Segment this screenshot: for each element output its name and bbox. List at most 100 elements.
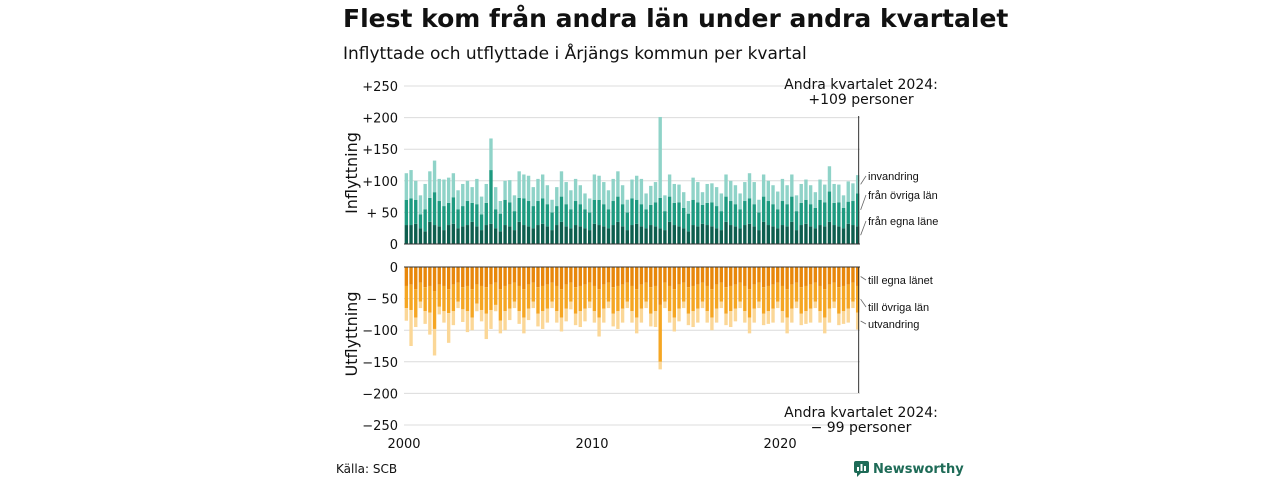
bar-inflyttning	[761, 196, 766, 222]
bar-utflyttning	[583, 308, 587, 322]
series-label-leader	[860, 220, 867, 236]
bar-utflyttning	[710, 289, 714, 318]
bar-utflyttning	[813, 282, 818, 302]
bar-utflyttning	[602, 308, 606, 323]
bar-inflyttning	[837, 202, 841, 227]
bar-inflyttning	[653, 226, 658, 244]
bar-inflyttning	[531, 187, 535, 207]
bar-utflyttning	[724, 267, 728, 288]
bar-utflyttning	[790, 284, 794, 309]
bar-utflyttning	[503, 285, 507, 312]
bar-utflyttning	[752, 267, 756, 285]
bar-inflyttning	[493, 209, 498, 229]
bar-inflyttning	[696, 182, 700, 203]
bar-inflyttning	[738, 228, 742, 244]
bar-inflyttning	[409, 170, 413, 199]
bar-utflyttning	[465, 267, 470, 286]
bar-inflyttning	[423, 183, 427, 210]
bar-utflyttning	[489, 309, 493, 329]
bar-utflyttning	[818, 267, 822, 286]
y-tick-label: 0	[390, 261, 398, 276]
bar-inflyttning	[686, 213, 691, 232]
bar-utflyttning	[498, 320, 503, 334]
bar-inflyttning	[639, 204, 644, 227]
bar-utflyttning	[823, 317, 827, 334]
bar-inflyttning	[696, 226, 700, 244]
bar-utflyttning	[639, 267, 644, 285]
bar-utflyttning	[757, 282, 761, 302]
bar-inflyttning	[705, 202, 709, 226]
chart-title: Flest kom från andra län under andra kva…	[343, 4, 1009, 33]
bar-inflyttning	[738, 193, 742, 210]
bar-utflyttning	[700, 267, 705, 283]
bar-inflyttning	[512, 195, 517, 212]
bar-inflyttning	[432, 225, 437, 244]
bar-utflyttning	[663, 282, 667, 302]
bar-utflyttning	[592, 267, 597, 286]
bar-utflyttning	[414, 289, 418, 318]
bar-utflyttning	[428, 285, 432, 313]
bar-inflyttning	[428, 171, 432, 198]
bar-inflyttning	[846, 181, 850, 202]
series-label: till övriga län	[868, 302, 929, 314]
bar-inflyttning	[578, 185, 582, 205]
bar-inflyttning	[733, 185, 738, 205]
bar-utflyttning	[484, 287, 488, 314]
bar-utflyttning	[456, 267, 460, 283]
series-label: invandring	[868, 171, 919, 183]
bar-inflyttning	[625, 199, 629, 213]
bar-utflyttning	[700, 282, 705, 302]
bar-utflyttning	[625, 301, 629, 309]
bar-inflyttning	[578, 226, 582, 244]
annotation-text: Andra kvartalet 2024:	[784, 405, 938, 421]
bar-inflyttning	[409, 198, 413, 226]
bar-utflyttning	[428, 312, 432, 335]
bar-inflyttning	[696, 202, 700, 227]
bar-utflyttning	[841, 311, 846, 324]
bar-utflyttning	[498, 289, 503, 321]
bar-inflyttning	[531, 228, 535, 244]
bar-utflyttning	[564, 284, 568, 309]
bar-inflyttning	[855, 226, 860, 244]
series-label: till egna länet	[868, 275, 933, 287]
x-tick-label: 2000	[387, 437, 420, 452]
bar-inflyttning	[522, 225, 526, 244]
bar-inflyttning	[804, 199, 808, 224]
bar-inflyttning	[451, 223, 456, 244]
bar-inflyttning	[837, 184, 841, 203]
bar-inflyttning	[761, 221, 766, 244]
bar-inflyttning	[442, 230, 446, 244]
bar-utflyttning	[705, 311, 709, 323]
bar-inflyttning	[559, 221, 564, 244]
bar-inflyttning	[752, 204, 756, 227]
bar-utflyttning	[714, 267, 719, 285]
bar-inflyttning	[606, 209, 611, 229]
bar-utflyttning	[644, 267, 648, 283]
bar-utflyttning	[804, 267, 808, 286]
bar-inflyttning	[851, 183, 855, 202]
bar-inflyttning	[639, 178, 644, 205]
bar-inflyttning	[517, 171, 521, 198]
y-tick-label: + 50	[366, 206, 398, 221]
bar-utflyttning	[536, 267, 540, 288]
bar-utflyttning	[470, 289, 474, 318]
bar-utflyttning	[639, 284, 644, 309]
bar-inflyttning	[785, 226, 789, 244]
bar-utflyttning	[776, 267, 780, 283]
bar-utflyttning	[663, 267, 667, 283]
bar-inflyttning	[470, 221, 474, 244]
bar-utflyttning	[630, 285, 634, 312]
bar-utflyttning	[776, 301, 780, 309]
bar-utflyttning	[790, 267, 794, 285]
bar-inflyttning	[479, 214, 484, 231]
bar-inflyttning	[808, 185, 813, 205]
bar-utflyttning	[559, 267, 564, 290]
bar-inflyttning	[794, 230, 799, 244]
bar-inflyttning	[691, 177, 695, 200]
bar-inflyttning	[437, 226, 441, 244]
bar-inflyttning	[456, 190, 460, 210]
bar-inflyttning	[484, 202, 488, 226]
bar-utflyttning	[808, 284, 813, 309]
bar-utflyttning	[813, 267, 818, 283]
bar-utflyttning	[827, 267, 832, 285]
